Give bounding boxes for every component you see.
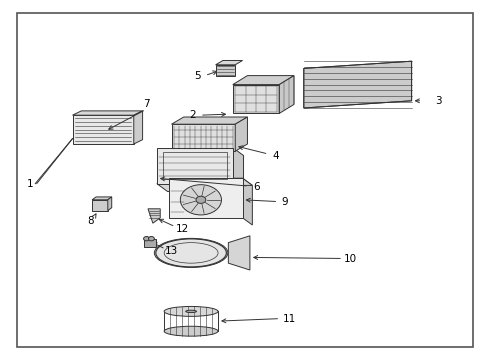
Polygon shape <box>134 111 143 144</box>
Ellipse shape <box>154 238 228 267</box>
Text: 2: 2 <box>189 110 196 120</box>
Text: 9: 9 <box>282 197 289 207</box>
Bar <box>73 115 134 144</box>
Polygon shape <box>235 117 247 151</box>
Text: 7: 7 <box>143 99 149 109</box>
Polygon shape <box>148 209 160 223</box>
Circle shape <box>148 237 154 241</box>
Bar <box>172 124 235 151</box>
Bar <box>144 239 156 247</box>
Text: 1: 1 <box>27 179 34 189</box>
Ellipse shape <box>186 310 196 312</box>
Polygon shape <box>216 60 243 65</box>
Polygon shape <box>233 148 244 192</box>
Circle shape <box>180 185 221 215</box>
Bar <box>216 65 235 76</box>
Polygon shape <box>172 117 247 124</box>
Polygon shape <box>304 61 412 108</box>
Polygon shape <box>243 178 252 225</box>
Text: 11: 11 <box>282 314 296 324</box>
Polygon shape <box>157 184 244 192</box>
Bar <box>233 85 279 113</box>
Circle shape <box>144 237 149 241</box>
Polygon shape <box>92 197 112 200</box>
Text: 12: 12 <box>175 224 189 234</box>
Text: 3: 3 <box>435 96 442 106</box>
Text: 6: 6 <box>253 182 260 192</box>
Bar <box>163 152 227 179</box>
Polygon shape <box>228 236 250 270</box>
Text: 8: 8 <box>87 216 94 226</box>
Bar <box>157 148 233 184</box>
Text: 10: 10 <box>344 254 357 264</box>
Polygon shape <box>108 197 112 211</box>
Ellipse shape <box>164 306 218 316</box>
Polygon shape <box>279 76 294 113</box>
Polygon shape <box>169 178 252 185</box>
Circle shape <box>196 196 206 203</box>
Text: 5: 5 <box>194 71 201 81</box>
Polygon shape <box>73 111 143 115</box>
Ellipse shape <box>164 326 218 336</box>
Text: 4: 4 <box>272 150 279 161</box>
Polygon shape <box>233 76 294 85</box>
Bar <box>92 200 108 211</box>
Bar <box>169 178 243 218</box>
Text: 13: 13 <box>165 246 178 256</box>
